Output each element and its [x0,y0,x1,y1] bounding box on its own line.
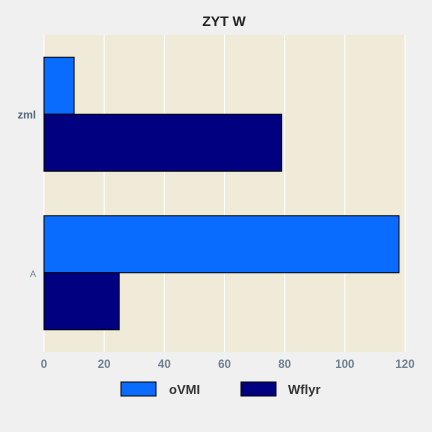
legend-swatch [240,381,277,397]
legend-label: oVMI [169,382,200,397]
y-tick-label: zml [18,109,36,121]
bar [43,56,75,115]
bar [43,272,120,331]
y-tick-label: A [30,269,36,279]
bar [43,215,400,274]
x-tick-label: 40 [158,359,171,371]
legend-swatch [120,381,157,397]
x-tick-label: 60 [218,359,231,371]
x-tick-label: 0 [41,359,47,371]
x-tick-label: 120 [395,359,414,371]
y-axis-ticks: zml A [18,109,36,279]
legend-label: Wflyr [288,382,321,397]
x-tick-label: 20 [98,359,111,371]
bars [43,56,400,331]
x-tick-label: 80 [278,359,291,371]
x-axis-ticks: 0 20 40 60 80 100 120 [41,359,415,371]
legend: oVMI Wflyr [120,381,321,397]
bar [43,113,283,172]
chart-title: ZYT W [202,13,246,29]
x-tick-label: 100 [335,359,354,371]
